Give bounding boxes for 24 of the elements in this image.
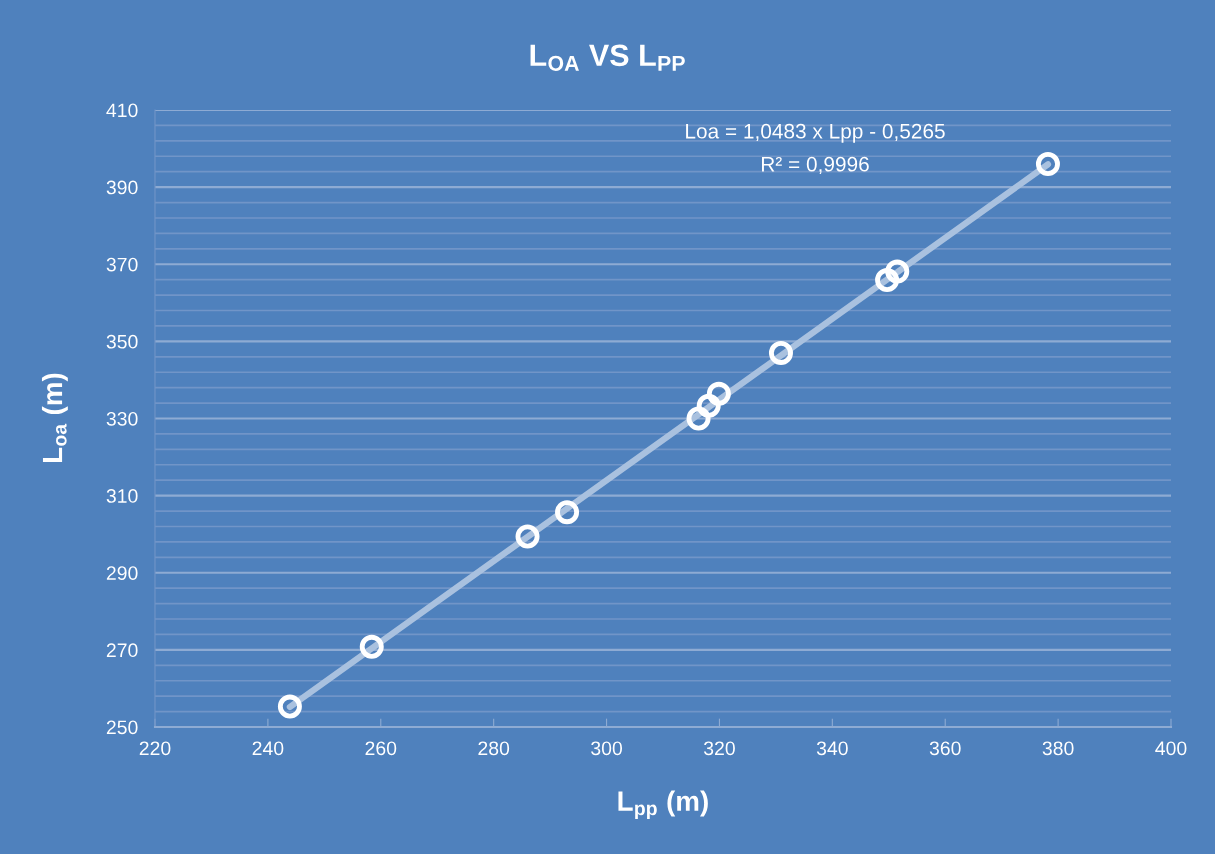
x-tick-label: 340 bbox=[816, 741, 848, 756]
y-tick-label: 390 bbox=[106, 180, 138, 195]
y-tick-label: 250 bbox=[106, 720, 138, 735]
chart-title: L$_{OA}$ VS L$_{PP}$ bbox=[530, 44, 685, 71]
x-tick-label: 380 bbox=[1042, 741, 1074, 756]
y-tick-label: 290 bbox=[106, 566, 138, 580]
y-tick-label: 410 bbox=[106, 103, 138, 118]
x-tick-label: 220 bbox=[139, 741, 171, 756]
annotation: R² = 0,9996 bbox=[761, 156, 869, 175]
x-axis-title: L$_{pp}$ (m) bbox=[618, 790, 708, 820]
y-tick-label: 310 bbox=[106, 489, 138, 503]
y-tick-label: 370 bbox=[106, 257, 138, 272]
y-tick-label: 270 bbox=[106, 643, 138, 658]
x-tick-label: 320 bbox=[703, 741, 735, 756]
x-tick-label: 240 bbox=[252, 741, 284, 756]
y-tick-label: 330 bbox=[106, 411, 138, 426]
annotation: Loa = 1,0483 x Lpp - 0,5265 bbox=[686, 123, 945, 143]
y-axis-title: L$_{oa}$ (m) bbox=[41, 373, 68, 462]
x-tick-label: 360 bbox=[929, 741, 961, 756]
x-tick-label: 300 bbox=[591, 741, 623, 756]
x-tick-label: 280 bbox=[478, 741, 510, 756]
y-tick-label: 350 bbox=[106, 334, 138, 349]
x-tick-label: 260 bbox=[365, 741, 397, 756]
x-tick-label: 400 bbox=[1155, 741, 1187, 756]
